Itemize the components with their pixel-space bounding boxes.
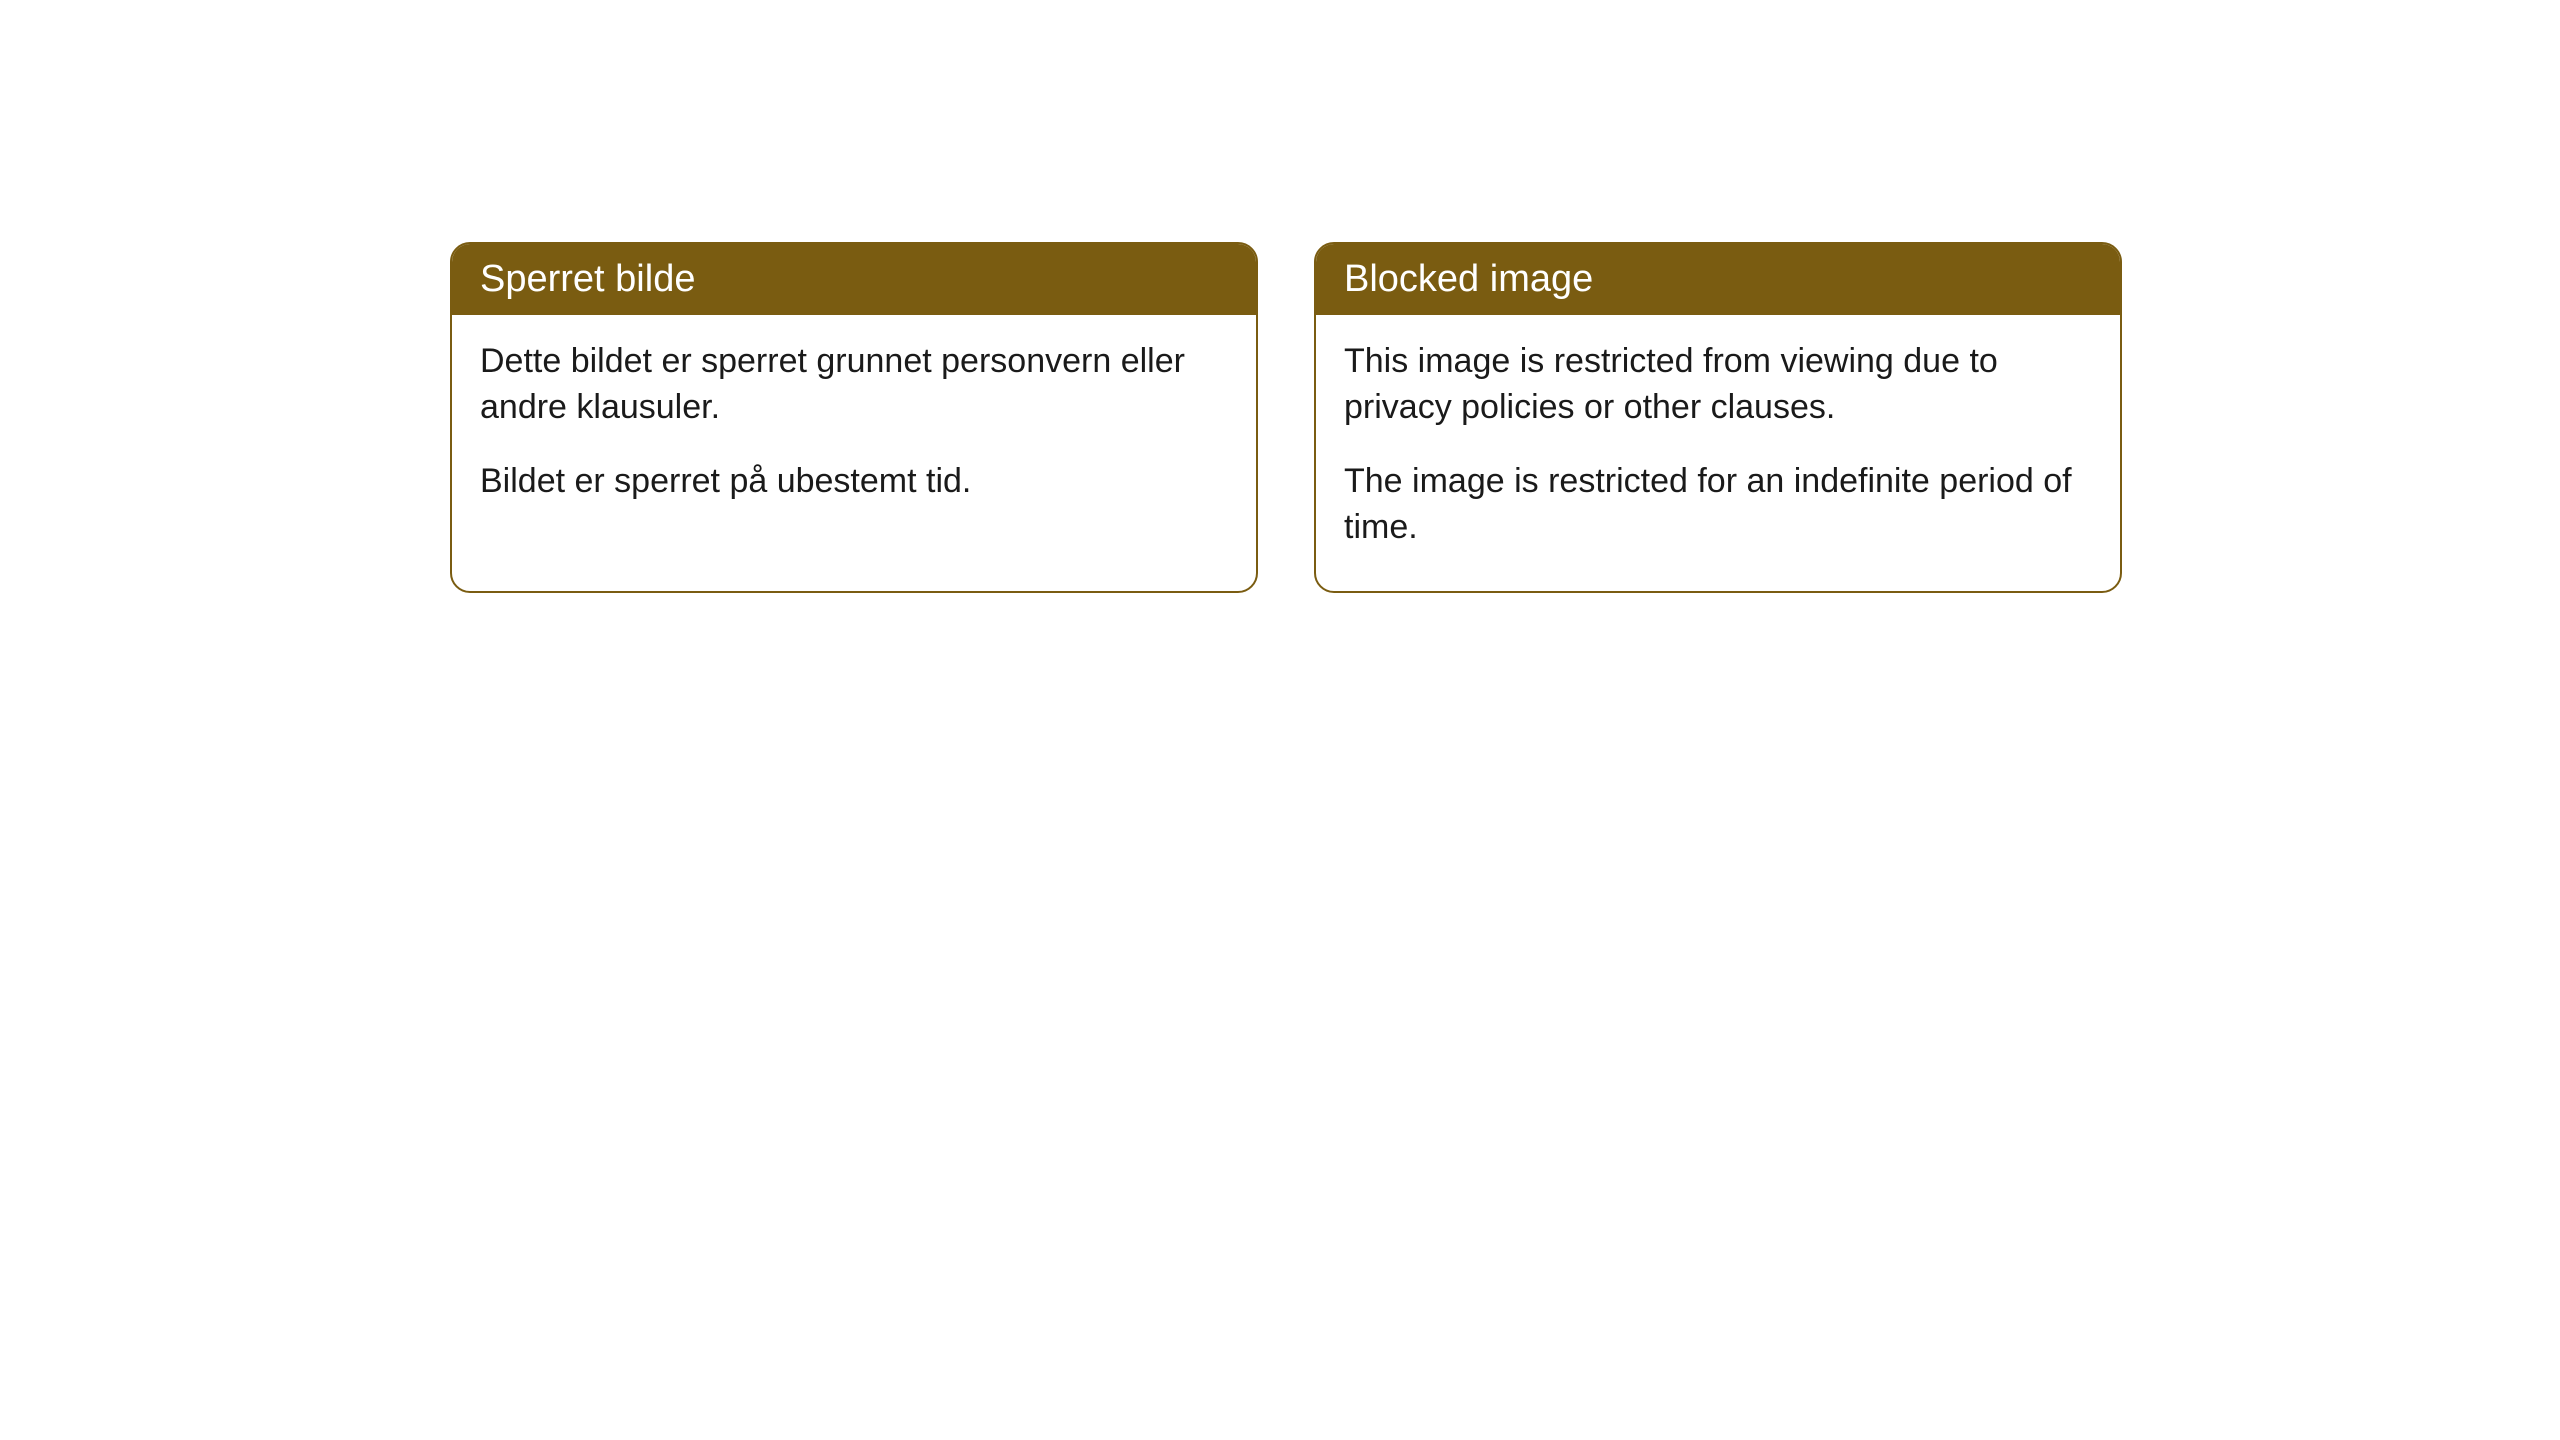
card-header: Blocked image xyxy=(1316,244,2120,315)
card-title: Sperret bilde xyxy=(480,258,695,300)
card-paragraph: The image is restricted for an indefinit… xyxy=(1344,459,2092,551)
card-paragraph: Dette bildet er sperret grunnet personve… xyxy=(480,339,1228,431)
blocked-image-card-no: Sperret bilde Dette bildet er sperret gr… xyxy=(450,242,1258,593)
cards-container: Sperret bilde Dette bildet er sperret gr… xyxy=(0,0,2560,593)
card-body: Dette bildet er sperret grunnet personve… xyxy=(452,315,1256,545)
blocked-image-card-en: Blocked image This image is restricted f… xyxy=(1314,242,2122,593)
card-paragraph: This image is restricted from viewing du… xyxy=(1344,339,2092,431)
card-title: Blocked image xyxy=(1344,258,1593,300)
card-header: Sperret bilde xyxy=(452,244,1256,315)
card-paragraph: Bildet er sperret på ubestemt tid. xyxy=(480,459,1228,505)
card-body: This image is restricted from viewing du… xyxy=(1316,315,2120,591)
